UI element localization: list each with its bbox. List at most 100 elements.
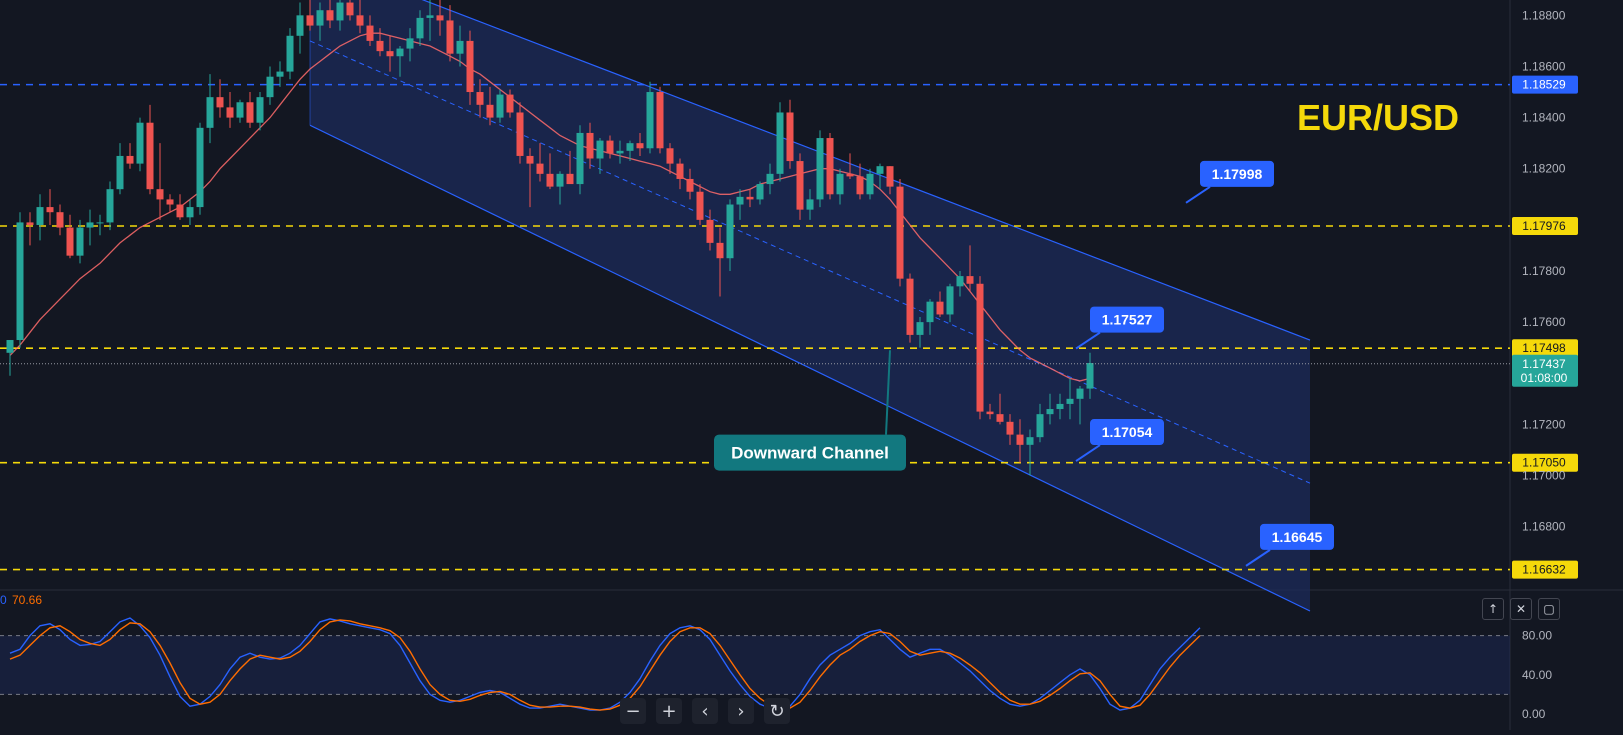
level-tag-label: 1.16632 bbox=[1522, 563, 1566, 577]
callout-pointer bbox=[1245, 549, 1271, 567]
candle-body bbox=[316, 10, 324, 26]
channel-middle-line bbox=[309, 40, 1311, 484]
candle-body bbox=[1036, 414, 1044, 438]
candle-body bbox=[426, 15, 434, 18]
channel-fill bbox=[310, 0, 1310, 612]
candle-body bbox=[836, 173, 844, 195]
candle-body bbox=[856, 176, 864, 195]
move-up-icon[interactable]: ↑ bbox=[1482, 598, 1504, 620]
candle-body bbox=[666, 148, 674, 164]
candle-body bbox=[206, 97, 214, 128]
y-tick-label: 1.18200 bbox=[1522, 162, 1566, 176]
candle-body bbox=[276, 71, 284, 77]
level-tag-label: 1.17976 bbox=[1522, 219, 1566, 233]
candle-body bbox=[926, 301, 934, 323]
candle-body bbox=[816, 138, 824, 200]
candle-body bbox=[16, 222, 24, 341]
scroll-left-icon[interactable]: ‹ bbox=[692, 698, 718, 724]
candle-body bbox=[996, 414, 1004, 422]
candle-body bbox=[1006, 421, 1014, 435]
level-price-tag: 1.17050 bbox=[1512, 453, 1578, 472]
stoch-legend-prefix: 0 bbox=[0, 593, 7, 607]
candle-body bbox=[866, 173, 874, 195]
candle-body bbox=[406, 38, 414, 49]
candle-body bbox=[536, 163, 544, 174]
callout-pointer bbox=[885, 350, 891, 435]
stoch-legend-value: 70.66 bbox=[12, 593, 42, 607]
candle-body bbox=[986, 411, 994, 415]
callout-pointer bbox=[1075, 444, 1101, 462]
callout-bg bbox=[1090, 306, 1164, 333]
level-tag-label: 1.18529 bbox=[1522, 78, 1566, 92]
level-price-tag: 1.16632 bbox=[1512, 560, 1578, 579]
candle-body bbox=[516, 112, 524, 156]
candle-body bbox=[216, 97, 224, 108]
candle-body bbox=[226, 107, 234, 118]
scroll-right-icon[interactable]: › bbox=[728, 698, 754, 724]
candle-body bbox=[1056, 403, 1064, 410]
level-tag-bg bbox=[1512, 560, 1578, 579]
candle-body bbox=[876, 166, 884, 174]
reset-icon[interactable]: ↻ bbox=[764, 698, 790, 724]
candle-body bbox=[396, 48, 404, 57]
candle-body bbox=[386, 51, 394, 57]
last-price-value: 1.17437 bbox=[1522, 357, 1566, 371]
candles bbox=[6, 0, 1094, 476]
candle-body bbox=[466, 40, 474, 93]
zoom-out-icon[interactable]: − bbox=[620, 698, 646, 724]
callout-label: 1.17998 bbox=[1212, 166, 1263, 182]
candle-body bbox=[86, 222, 94, 228]
candle-body bbox=[446, 20, 454, 54]
candle-body bbox=[966, 276, 974, 284]
candle-body bbox=[356, 15, 364, 26]
candle-body bbox=[306, 15, 314, 26]
callout-label: 1.17054 bbox=[1102, 424, 1153, 440]
candle-body bbox=[946, 286, 954, 315]
chart-toolbar: − + ‹ › ↻ bbox=[620, 698, 790, 724]
candle-body bbox=[1046, 409, 1054, 415]
candle-body bbox=[6, 340, 14, 353]
candle-body bbox=[166, 199, 174, 205]
candle-body bbox=[156, 189, 164, 200]
candle-body bbox=[136, 122, 144, 164]
candle-body bbox=[636, 143, 644, 149]
candle-body bbox=[976, 283, 984, 412]
zoom-in-icon[interactable]: + bbox=[656, 698, 682, 724]
candle-body bbox=[806, 199, 814, 210]
candle-body bbox=[956, 276, 964, 287]
callout-bg bbox=[1260, 523, 1334, 550]
candle-body bbox=[886, 166, 894, 187]
candle-body bbox=[366, 25, 374, 41]
stoch-y-tick: 40.00 bbox=[1522, 668, 1552, 682]
candle-body bbox=[696, 191, 704, 220]
level-tag-label: 1.17498 bbox=[1522, 341, 1566, 355]
candle-body bbox=[626, 143, 634, 151]
candle-body bbox=[566, 173, 574, 185]
stoch-d-line bbox=[9, 619, 1201, 711]
candle-body bbox=[616, 150, 624, 154]
y-tick-label: 1.18400 bbox=[1522, 111, 1566, 125]
candle-body bbox=[266, 76, 274, 98]
price-callout: 1.17998 bbox=[1185, 160, 1274, 204]
price-callout: 1.16645 bbox=[1245, 523, 1334, 567]
stoch-band-fill bbox=[0, 635, 1510, 695]
close-icon[interactable]: ✕ bbox=[1510, 598, 1532, 620]
candle-body bbox=[196, 127, 204, 208]
candle-body bbox=[236, 102, 244, 118]
candle-body bbox=[606, 140, 614, 154]
candle-body bbox=[906, 278, 914, 335]
candle-body bbox=[546, 173, 554, 187]
candle-body bbox=[246, 102, 254, 123]
candle-body bbox=[936, 301, 944, 315]
candle-body bbox=[676, 163, 684, 179]
candle-body bbox=[416, 17, 424, 39]
candle-body bbox=[1086, 363, 1094, 389]
candle-body bbox=[36, 207, 44, 225]
candle-body bbox=[186, 207, 194, 218]
candle-body bbox=[796, 161, 804, 210]
maximize-icon[interactable]: ▢ bbox=[1538, 598, 1560, 620]
candle-body bbox=[776, 112, 784, 174]
